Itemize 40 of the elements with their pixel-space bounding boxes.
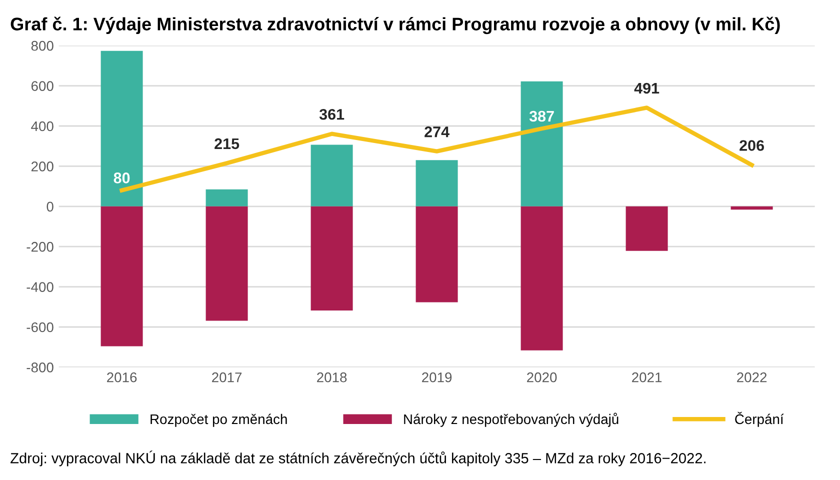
bar [520, 81, 563, 206]
x-tick-label: 2016 [107, 372, 137, 382]
data-label: 215 [214, 138, 240, 150]
data-label: 274 [424, 126, 450, 138]
y-tick-label: -600 [26, 322, 54, 332]
bar [206, 189, 248, 206]
y-tick-label: -800 [26, 362, 54, 372]
bar [206, 206, 248, 321]
x-tick-label: 2022 [737, 372, 767, 382]
data-label: 80 [114, 172, 130, 184]
y-tick-label: -200 [26, 242, 54, 252]
bar [416, 206, 458, 302]
bar [730, 206, 773, 210]
legend-label: Čerpání [735, 412, 784, 427]
bar [626, 206, 668, 251]
data-label: 206 [740, 140, 764, 151]
x-tick-label: 2021 [632, 372, 662, 382]
legend-label: Nároky z nespotřebovaných výdajů [404, 412, 618, 427]
bar [520, 206, 563, 350]
x-tick-label: 2017 [212, 372, 242, 382]
text: Zdroj: vypracoval NKÚ na základě dat ze státních závěrečných účtů kapitoly 335 – MZd za roky 2016−2022. [10, 450, 706, 466]
bar [100, 50, 143, 206]
bar [416, 160, 458, 206]
bar [310, 206, 353, 311]
x-tick-label: 2020 [527, 372, 557, 382]
y-tick-label: 600 [31, 81, 54, 91]
y-tick-label: 400 [31, 121, 54, 132]
y-tick-label: 0 [46, 202, 54, 212]
bar [100, 206, 143, 346]
data-label: 491 [634, 82, 660, 94]
y-tick-label: 800 [31, 40, 54, 51]
y-tick-label: -400 [26, 282, 54, 292]
x-tick-label: 2018 [317, 372, 347, 382]
y-tick-label: 200 [31, 162, 54, 172]
chart-title: Graf č. 1: Výdaje Ministerstva zdravotnictví v rámci Programu rozvoje a obnovy (v mil. Kč) [10, 16, 780, 34]
bar [310, 144, 353, 206]
x-tick-label: 2019 [422, 372, 452, 382]
legend-label: Rozpočet po změnách [150, 414, 287, 427]
data-label: 387 [529, 110, 554, 122]
data-label: 361 [319, 108, 344, 120]
